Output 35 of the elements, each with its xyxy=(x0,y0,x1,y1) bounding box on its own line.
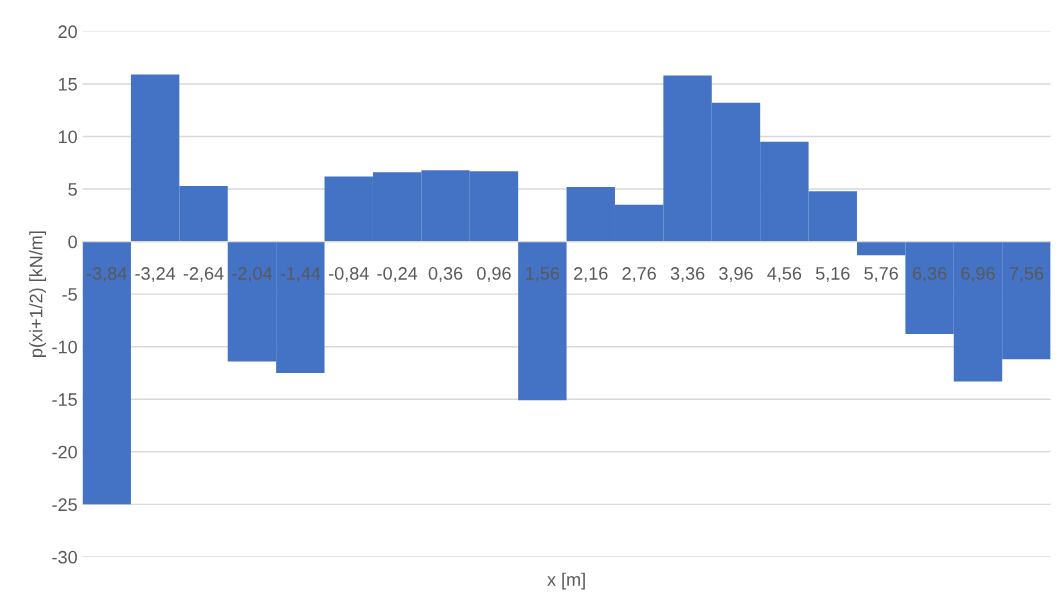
x-tick-label: -3,24 xyxy=(135,267,176,282)
bar xyxy=(518,241,567,401)
y-tick-label: -15 xyxy=(52,393,77,406)
x-tick-label: 0,36 xyxy=(428,267,463,282)
x-tick-label: -3,84 xyxy=(86,267,127,282)
x-tick-label: 1,56 xyxy=(526,267,560,282)
y-tick-label: -5 xyxy=(62,288,77,301)
y-tick-label: 5 xyxy=(68,183,77,196)
x-tick-label: 0,96 xyxy=(477,267,511,282)
x-tick-label: 7,56 xyxy=(1009,267,1044,282)
y-tick-label: -30 xyxy=(52,550,77,564)
x-tick-label: 6,96 xyxy=(961,267,995,282)
y-axis-title: p(xi+1/2) [kN/m] xyxy=(29,231,47,357)
bar xyxy=(82,241,131,505)
x-tick-label: 5,16 xyxy=(815,267,850,282)
x-tick-label: 4,56 xyxy=(767,267,802,282)
y-tick-label: 0 xyxy=(68,235,77,249)
x-tick-label: 3,96 xyxy=(719,267,753,282)
y-tick-label: 15 xyxy=(58,78,77,91)
x-tick-label: 6,36 xyxy=(912,267,947,282)
x-tick-label: -0,84 xyxy=(328,267,369,282)
x-axis-title: x [m] xyxy=(547,572,585,590)
x-tick-label: -2,04 xyxy=(232,267,272,282)
y-tick-label: -10 xyxy=(52,340,77,354)
x-tick-label: -2,64 xyxy=(183,267,224,282)
y-tick-label: -25 xyxy=(52,498,77,512)
x-tick-label: 2,76 xyxy=(622,267,656,282)
x-tick-label: 5,76 xyxy=(864,267,898,282)
x-tick-label: -1,44 xyxy=(280,267,321,282)
y-tick-label: -20 xyxy=(52,445,77,459)
x-tick-label: 3,36 xyxy=(670,267,705,282)
y-tick-label: 10 xyxy=(58,130,77,144)
x-tick-label: -0,24 xyxy=(377,267,418,282)
y-tick-label: 20 xyxy=(58,25,77,39)
x-tick-label: 2,16 xyxy=(574,267,608,282)
